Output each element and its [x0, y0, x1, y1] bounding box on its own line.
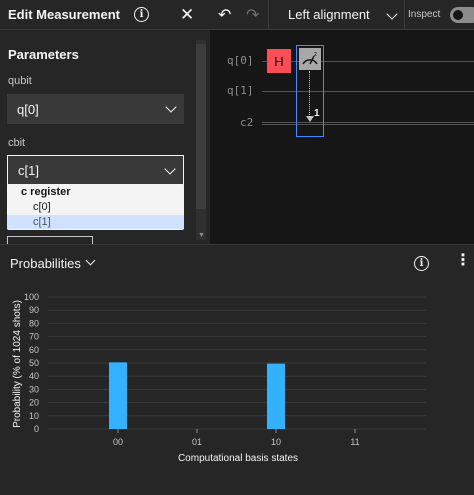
- wire-c2-double: [262, 124, 474, 125]
- y-tick-label: 60: [29, 345, 39, 355]
- x-tick-label: 01: [192, 437, 202, 447]
- qubit-select-value: q[0]: [17, 101, 39, 117]
- y-tick-label: 20: [29, 398, 39, 408]
- y-axis-label: Probability (% of 1024 shots): [12, 300, 23, 428]
- cbit-select[interactable]: c[1]: [7, 155, 184, 185]
- wire-q1: [262, 91, 474, 92]
- probability-chart: 0 10 20 30 40 50 60 70 80 90 100 00 01 10 11 Computat…: [12, 292, 426, 464]
- wire-label-q1: q[1]: [227, 84, 254, 97]
- svg-text:z: z: [314, 51, 317, 58]
- cbit-label: cbit: [8, 137, 26, 149]
- chart-gridlines: [48, 296, 426, 430]
- inspect-label: Inspect: [408, 9, 441, 20]
- probabilities-panel: Probabilities i ⋮ 0 10 20 30 40 50 60 70 80 90 100…: [0, 244, 474, 495]
- x-tick-label: 10: [271, 437, 281, 447]
- panel-scrollbar-thumb[interactable]: [196, 44, 206, 209]
- dropdown-option-c0[interactable]: c[0]: [33, 201, 51, 213]
- measurement-selection-box: [296, 45, 324, 137]
- overflow-menu-icon[interactable]: ⋮: [455, 252, 471, 269]
- edit-measurement-panel: Edit Measurement i ✕ ▼ Parameters qubit …: [0, 0, 210, 244]
- wire-q0: [262, 61, 474, 62]
- chevron-down-icon: [165, 101, 177, 113]
- inspect-toggle[interactable]: [450, 7, 474, 23]
- y-tick-label: 70: [29, 332, 39, 342]
- measurement-connector: [309, 71, 310, 117]
- x-tick-label: 00: [113, 437, 123, 447]
- chart-y-ticks: 0 10 20 30 40 50 60 70 80 90 100: [24, 292, 39, 434]
- wire-label-q0: q[0]: [227, 54, 254, 67]
- y-tick-label: 30: [29, 384, 39, 394]
- measure-gate[interactable]: z: [299, 48, 321, 70]
- circuit-toolbar: ↶ ↷ Left alignment Inspect: [210, 0, 474, 30]
- cbit-dropdown-menu: c register c[0] c[1]: [7, 184, 184, 230]
- cbit-select-value: c[1]: [18, 162, 39, 178]
- toolbar-divider: [404, 0, 405, 30]
- measure-gauge-icon: z: [302, 51, 318, 65]
- y-tick-label: 80: [29, 318, 39, 328]
- info-icon[interactable]: i: [133, 7, 149, 22]
- parameters-heading: Parameters: [8, 47, 79, 62]
- undo-icon[interactable]: ↶: [218, 7, 232, 24]
- bar-00[interactable]: [109, 362, 127, 429]
- chevron-down-icon: [164, 163, 176, 175]
- x-tick-label: 11: [350, 437, 359, 447]
- info-icon[interactable]: i: [414, 256, 429, 271]
- circuit-canvas[interactable]: q[0] q[1] c2 H z 1: [210, 31, 474, 244]
- edit-panel-header: Edit Measurement i: [0, 0, 210, 30]
- qubit-select[interactable]: q[0]: [7, 94, 184, 124]
- toolbar-divider: [268, 0, 269, 30]
- y-tick-label: 0: [34, 424, 39, 434]
- redo-icon[interactable]: ↷: [246, 7, 260, 24]
- dropdown-group-label: c register: [21, 186, 71, 198]
- wire-label-c2: c2: [240, 116, 254, 129]
- qubit-label: qubit: [8, 75, 32, 87]
- y-tick-label: 90: [29, 305, 39, 315]
- x-axis-label: Computational basis states: [178, 453, 298, 464]
- edit-panel-title: Edit Measurement: [8, 7, 120, 22]
- chart-bars: [109, 362, 285, 429]
- measurement-arrow-icon: [306, 116, 314, 122]
- probabilities-title[interactable]: Probabilities: [10, 256, 81, 271]
- y-tick-label: 100: [24, 292, 39, 302]
- y-tick-label: 10: [29, 411, 39, 421]
- h-gate[interactable]: H: [267, 49, 291, 73]
- chart-x-ticks: 00 01 10 11: [113, 429, 360, 447]
- toggle-knob: [453, 10, 463, 20]
- scroll-down-icon[interactable]: ▼: [198, 232, 205, 239]
- close-icon[interactable]: ✕: [180, 5, 195, 24]
- alignment-select-value: Left alignment: [288, 7, 370, 22]
- measurement-target-bit: 1: [314, 108, 320, 119]
- y-tick-label: 50: [29, 358, 39, 368]
- dropdown-option-c1[interactable]: c[1]: [7, 215, 184, 229]
- alignment-select[interactable]: Left alignment: [278, 0, 404, 30]
- chevron-down-icon: [386, 8, 398, 20]
- wire-c2: [262, 122, 474, 123]
- y-tick-label: 40: [29, 371, 39, 381]
- bar-10[interactable]: [267, 363, 285, 429]
- panel-button-partial[interactable]: [7, 236, 93, 244]
